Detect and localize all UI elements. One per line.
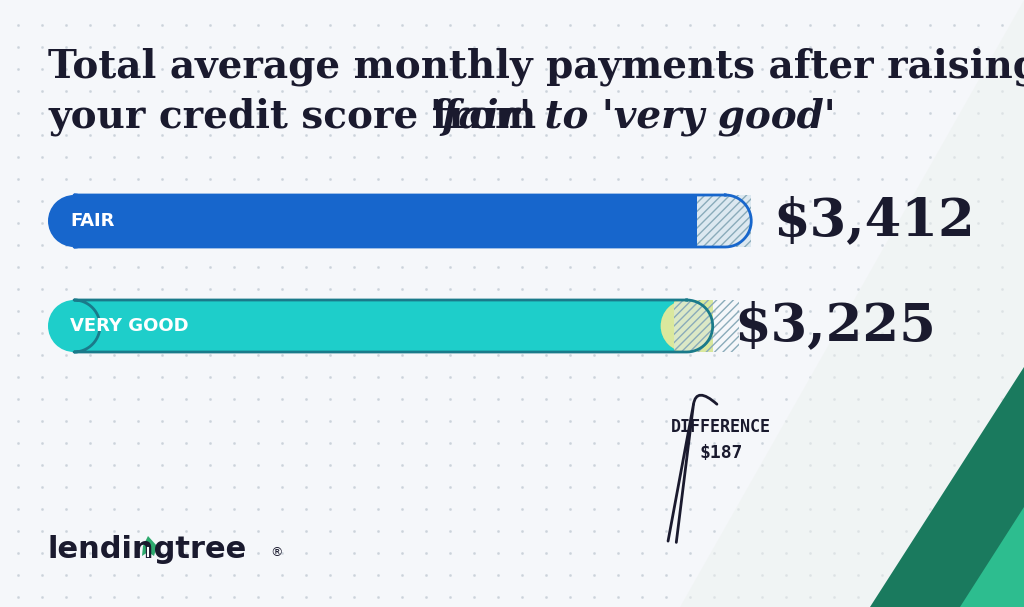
Text: $187: $187 — [699, 444, 742, 462]
Bar — [674, 300, 713, 352]
Text: lendingtree: lendingtree — [48, 535, 247, 563]
Circle shape — [699, 195, 752, 247]
Bar — [697, 195, 752, 247]
Polygon shape — [680, 0, 1024, 607]
Text: your credit score from: your credit score from — [48, 97, 550, 135]
Circle shape — [48, 195, 100, 247]
Circle shape — [48, 300, 100, 352]
Bar — [674, 300, 738, 352]
Bar — [697, 195, 752, 247]
Circle shape — [660, 300, 713, 352]
Text: $3,225: $3,225 — [734, 300, 937, 351]
Circle shape — [660, 300, 713, 352]
Text: FAIR: FAIR — [70, 212, 115, 230]
Bar — [74, 195, 725, 247]
Polygon shape — [142, 536, 157, 556]
Circle shape — [699, 195, 752, 247]
Text: 'fair' to 'very good': 'fair' to 'very good' — [430, 97, 836, 135]
Text: VERY GOOD: VERY GOOD — [70, 317, 188, 335]
Polygon shape — [961, 507, 1024, 607]
Bar — [74, 300, 687, 352]
Text: ®: ® — [270, 546, 283, 559]
Text: Total average monthly payments after raising: Total average monthly payments after rai… — [48, 47, 1024, 86]
Bar — [674, 300, 713, 352]
Text: $3,412: $3,412 — [773, 195, 975, 246]
Circle shape — [660, 300, 713, 352]
Polygon shape — [870, 367, 1024, 607]
Text: DIFFERENCE: DIFFERENCE — [671, 418, 771, 436]
